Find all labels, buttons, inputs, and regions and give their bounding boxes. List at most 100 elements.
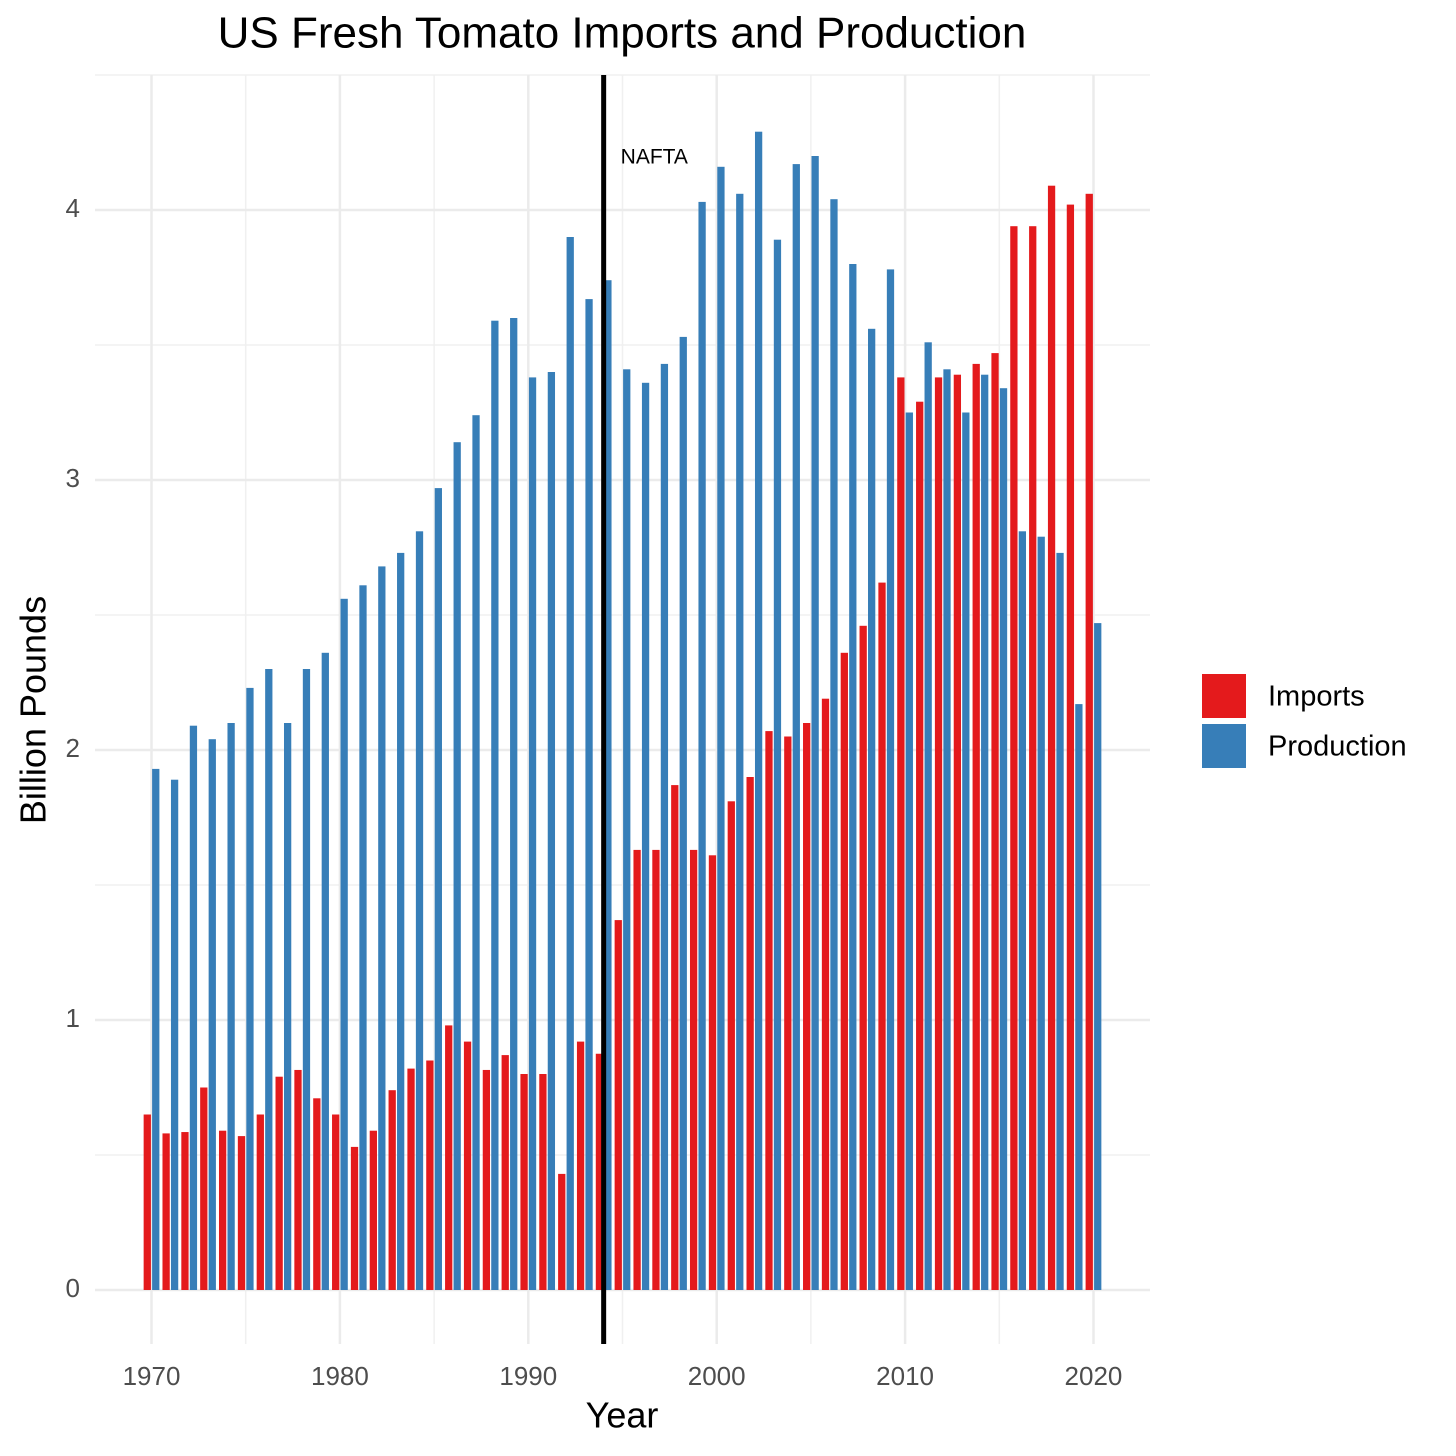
annotation: NAFTA [621,146,688,169]
bar [369,1130,377,1290]
bar [407,1068,415,1290]
bar [886,269,895,1290]
bar [991,353,999,1291]
bar [397,552,405,1290]
x-tick-label: 2010 [876,1361,934,1391]
bar [717,166,725,1290]
y-tick-label: 4 [66,193,80,223]
bar [388,1090,396,1290]
bar [811,156,819,1290]
bar [849,264,857,1290]
bar [698,201,706,1290]
bar [1047,185,1056,1291]
bar [463,1041,472,1290]
bar [491,320,499,1290]
bar [708,855,717,1290]
bar [604,280,612,1290]
bar [1075,704,1083,1290]
x-tick-label: 2020 [1065,1361,1123,1391]
bar [359,585,367,1290]
bar [830,199,838,1291]
bar [256,1114,264,1290]
bar [237,1136,246,1290]
bar [332,1114,340,1290]
bar [482,1069,491,1290]
bar [378,566,386,1290]
bar [981,374,989,1290]
bar [671,785,679,1290]
bar [547,372,556,1290]
bars [143,131,1102,1291]
bar [689,849,698,1290]
bar [143,1114,151,1290]
bar [840,652,848,1290]
bar [905,412,913,1290]
bar [453,442,461,1290]
bar [558,1173,566,1290]
bar [962,412,970,1290]
bar [943,369,951,1290]
y-tick-label: 2 [66,733,80,763]
chart-title: US Fresh Tomato Imports and Production [218,9,1027,58]
bar [1094,623,1102,1290]
bar [641,382,650,1290]
bar [821,698,830,1290]
x-tick-label: 1970 [123,1361,181,1391]
bar [1037,536,1045,1290]
bar [576,1041,585,1290]
legend-swatch [1202,724,1246,768]
bar [566,237,574,1290]
bar [200,1087,208,1290]
bar [302,669,311,1290]
bar [528,377,537,1290]
bar [321,652,329,1290]
bar [972,363,980,1290]
legend-swatch [1202,674,1246,718]
bar [746,777,754,1290]
bar [1018,531,1027,1290]
bar [1056,552,1064,1290]
bar [924,342,932,1290]
bar [218,1130,227,1290]
bar [275,1076,283,1290]
bar [595,1053,604,1290]
bar [585,299,593,1291]
bar [859,625,867,1290]
bar [633,849,641,1290]
x-tick-label: 1980 [311,1361,369,1391]
bar [501,1055,509,1290]
bar [792,164,800,1291]
bar [784,736,792,1290]
bar [934,377,943,1290]
bar [614,920,622,1290]
bar [754,131,763,1291]
bar [265,669,273,1290]
x-axis-title: Year [586,1395,659,1436]
bar [1010,226,1018,1291]
bar [520,1074,528,1290]
bar [445,1025,453,1290]
bar [1029,226,1037,1291]
bar [765,731,773,1290]
bar [897,377,905,1290]
bar [868,328,876,1290]
y-tick-label: 0 [66,1273,80,1303]
bar [510,318,518,1290]
bar [878,582,886,1290]
bar [189,725,198,1290]
bar [313,1098,321,1290]
x-tick-label: 2000 [688,1361,746,1391]
legend-label: Imports [1268,681,1365,713]
bar [350,1146,359,1290]
bar [208,739,216,1290]
bar [999,388,1008,1290]
bar [773,239,782,1291]
bar [803,723,811,1290]
bar [652,849,660,1290]
bar [415,531,424,1290]
bar [472,415,480,1290]
bar [181,1132,189,1290]
bar [539,1074,547,1290]
bar [170,779,179,1290]
